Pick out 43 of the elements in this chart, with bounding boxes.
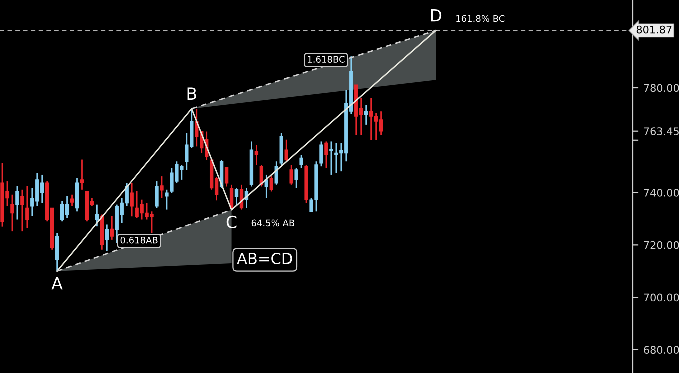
annotation: A — [52, 277, 63, 290]
y-tick-label: 763.45 — [644, 128, 679, 136]
candlestick — [294, 167, 298, 190]
candlestick — [364, 104, 368, 126]
annotation: AB=CD — [237, 252, 292, 265]
candlestick — [110, 216, 114, 241]
candlestick — [10, 194, 14, 232]
annotation: C — [226, 216, 237, 229]
candlestick — [95, 204, 100, 228]
candlestick — [130, 182, 134, 218]
candlestick — [320, 141, 324, 168]
candlestick — [234, 188, 239, 206]
candlestick — [254, 144, 259, 166]
candlestick — [270, 176, 274, 192]
candlestick — [165, 189, 169, 211]
candlestick — [284, 139, 288, 162]
candlestick — [55, 232, 60, 272]
candlestick — [105, 224, 110, 252]
annotation: 1.618BC — [308, 56, 345, 63]
line-series — [56, 30, 437, 272]
candlestick — [290, 164, 294, 186]
candlestick — [224, 166, 229, 188]
candlestick — [20, 189, 24, 232]
y-tick-label: 740.00 — [644, 189, 679, 197]
candlestick — [70, 194, 74, 208]
y-tick-label: 780.00 — [644, 84, 679, 92]
annotation: 161.8% BC — [456, 15, 505, 22]
candlestick — [80, 159, 84, 191]
candlestick — [160, 176, 164, 199]
ref-line-label: 801.87 — [636, 26, 672, 34]
y-tick-label: 700.00 — [644, 294, 679, 302]
annotation: D — [431, 9, 442, 22]
candlestick — [16, 186, 20, 220]
annotation: 0.618AB — [120, 236, 158, 244]
candlestick — [300, 154, 304, 169]
candlestick — [324, 141, 328, 169]
candlestick — [155, 180, 159, 209]
annotation: B — [188, 88, 196, 100]
y-tick-label: 720.00 — [644, 241, 679, 250]
candlestick — [330, 141, 334, 176]
annotation: 64.5% AB — [252, 220, 294, 227]
y-tick-label: 680.00 — [644, 346, 679, 354]
candlestick — [26, 186, 30, 229]
